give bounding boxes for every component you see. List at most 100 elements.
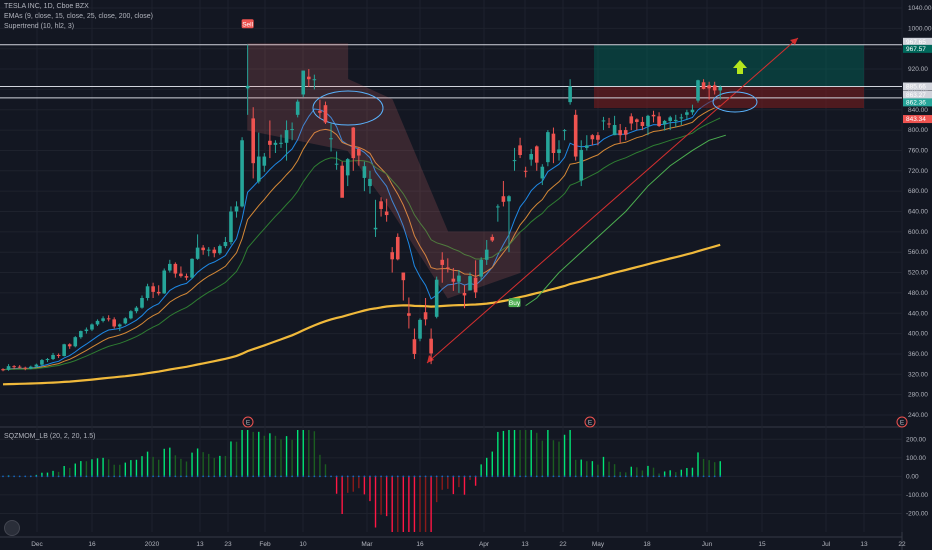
candle-body bbox=[201, 247, 205, 251]
ema-25-line bbox=[2, 117, 721, 371]
squeeze-dot bbox=[669, 475, 672, 478]
earnings-marker-icon bbox=[584, 416, 596, 428]
candle-body bbox=[635, 119, 639, 122]
price-tick-label: 480.00 bbox=[908, 290, 928, 297]
squeeze-dot bbox=[413, 475, 416, 478]
oscillator-axis[interactable]: 200.00 100.00 0.00 -100.00 -200.00 bbox=[906, 436, 928, 517]
squeeze-dot bbox=[68, 475, 71, 478]
squeeze-dot bbox=[35, 475, 38, 478]
symbol-legend[interactable]: TESLA INC, 1D, Cboe BZX bbox=[4, 3, 89, 10]
candle-body bbox=[179, 273, 183, 277]
time-tick-label: 13 bbox=[521, 541, 529, 548]
candle-body bbox=[507, 196, 511, 202]
candle-body bbox=[679, 117, 684, 119]
ema-9-line bbox=[2, 96, 721, 371]
price-tag-label: 967.65 bbox=[906, 39, 926, 46]
squeeze-dot bbox=[268, 475, 271, 478]
squeeze-dot bbox=[424, 475, 427, 478]
squeeze-dot bbox=[458, 475, 460, 478]
candle-body bbox=[151, 286, 155, 292]
candle-body bbox=[234, 206, 239, 212]
squeeze-dot bbox=[102, 475, 104, 478]
squeeze-dot bbox=[435, 475, 438, 478]
candle-body bbox=[479, 259, 483, 277]
squeeze-dot bbox=[630, 475, 633, 478]
candle-body bbox=[301, 70, 306, 95]
price-tick-label: 1040.00 bbox=[908, 5, 932, 12]
squeeze-dot bbox=[7, 475, 10, 478]
squeeze-dot bbox=[608, 475, 610, 478]
candle-body bbox=[184, 276, 189, 278]
candle-body bbox=[434, 279, 439, 317]
candle-body bbox=[195, 247, 200, 259]
squeeze-dot bbox=[96, 475, 99, 478]
squeeze-dot bbox=[41, 475, 43, 478]
price-tick-label: 920.00 bbox=[908, 66, 928, 73]
ema-200-line bbox=[2, 243, 721, 386]
time-tick-label: 16 bbox=[88, 541, 96, 548]
candle-body bbox=[490, 236, 495, 241]
price-tick-label: 760.00 bbox=[908, 147, 928, 154]
candle-body bbox=[123, 318, 128, 324]
squeeze-dot bbox=[419, 475, 421, 478]
squeeze-dot bbox=[124, 475, 127, 478]
candle-body bbox=[318, 110, 322, 113]
candle-body bbox=[134, 307, 139, 312]
candle-body bbox=[223, 242, 228, 247]
candle-body bbox=[23, 367, 28, 369]
candle-body bbox=[707, 85, 711, 89]
squeeze-dot bbox=[396, 475, 399, 478]
candle-body bbox=[523, 170, 528, 172]
oscillator-tick-label: 0.00 bbox=[906, 473, 919, 480]
candle-body bbox=[290, 129, 294, 131]
candle-body bbox=[418, 319, 422, 339]
candle-body bbox=[357, 148, 361, 156]
candle-body bbox=[546, 132, 550, 163]
candle-body bbox=[440, 259, 445, 265]
supertrend-legend[interactable]: Supertrend (10, hl2, 3) bbox=[4, 23, 75, 30]
time-tick-label: 18 bbox=[643, 541, 651, 548]
candle-body bbox=[6, 366, 11, 370]
annotations: Sell Buy E E E bbox=[241, 19, 908, 428]
candle-body bbox=[407, 313, 411, 316]
earnings-marker-label: E bbox=[588, 420, 593, 427]
time-axis[interactable]: Dec 16 2020 13 23 Feb 10 Mar 16 Apr 13 22 May 18 Jun 15… bbox=[31, 541, 906, 548]
price-tag-label: 863.27 bbox=[906, 92, 926, 99]
price-tick-label: 400.00 bbox=[908, 331, 928, 338]
squeeze-dot bbox=[641, 475, 644, 478]
squeeze-dot bbox=[319, 475, 321, 478]
candle-body bbox=[596, 135, 600, 140]
tradingview-logo-icon[interactable] bbox=[4, 520, 20, 536]
squeeze-dot bbox=[546, 475, 549, 478]
candle-body bbox=[496, 206, 500, 208]
candle-body bbox=[334, 163, 339, 165]
squeeze-dot bbox=[163, 475, 166, 478]
ema-legend[interactable]: EMAs (9, close, 15, close, 25, close, 20… bbox=[4, 13, 154, 20]
squeeze-dot bbox=[613, 475, 616, 478]
squeeze-dot bbox=[591, 475, 594, 478]
stop-zone-box bbox=[594, 86, 864, 109]
squeeze-dot bbox=[713, 475, 716, 478]
squeeze-dot bbox=[619, 475, 622, 478]
grid bbox=[0, 0, 903, 550]
candle-body bbox=[395, 236, 400, 260]
squeeze-dot bbox=[341, 475, 344, 478]
ema-lines bbox=[2, 96, 721, 386]
price-tag bbox=[903, 90, 932, 99]
squeeze-dot bbox=[513, 475, 516, 478]
overlay-boxes bbox=[0, 37, 902, 364]
squeeze-dot bbox=[207, 475, 210, 478]
target-zone-box bbox=[594, 44, 864, 87]
time-tick-label: 13 bbox=[196, 541, 204, 548]
candle-body bbox=[573, 114, 578, 157]
squeeze-dot bbox=[647, 475, 649, 478]
squeeze-dot bbox=[13, 475, 16, 478]
earnings-marker-label: E bbox=[900, 420, 905, 427]
sqzmom-legend[interactable]: SQZMOM_LB (20, 2, 20, 1.5) bbox=[4, 433, 96, 440]
candle-body bbox=[284, 130, 289, 143]
squeeze-dot bbox=[663, 475, 666, 478]
price-axis[interactable]: 1040.001000.00960.00920.00880.00840.0080… bbox=[908, 5, 932, 419]
candle-body bbox=[240, 140, 244, 207]
